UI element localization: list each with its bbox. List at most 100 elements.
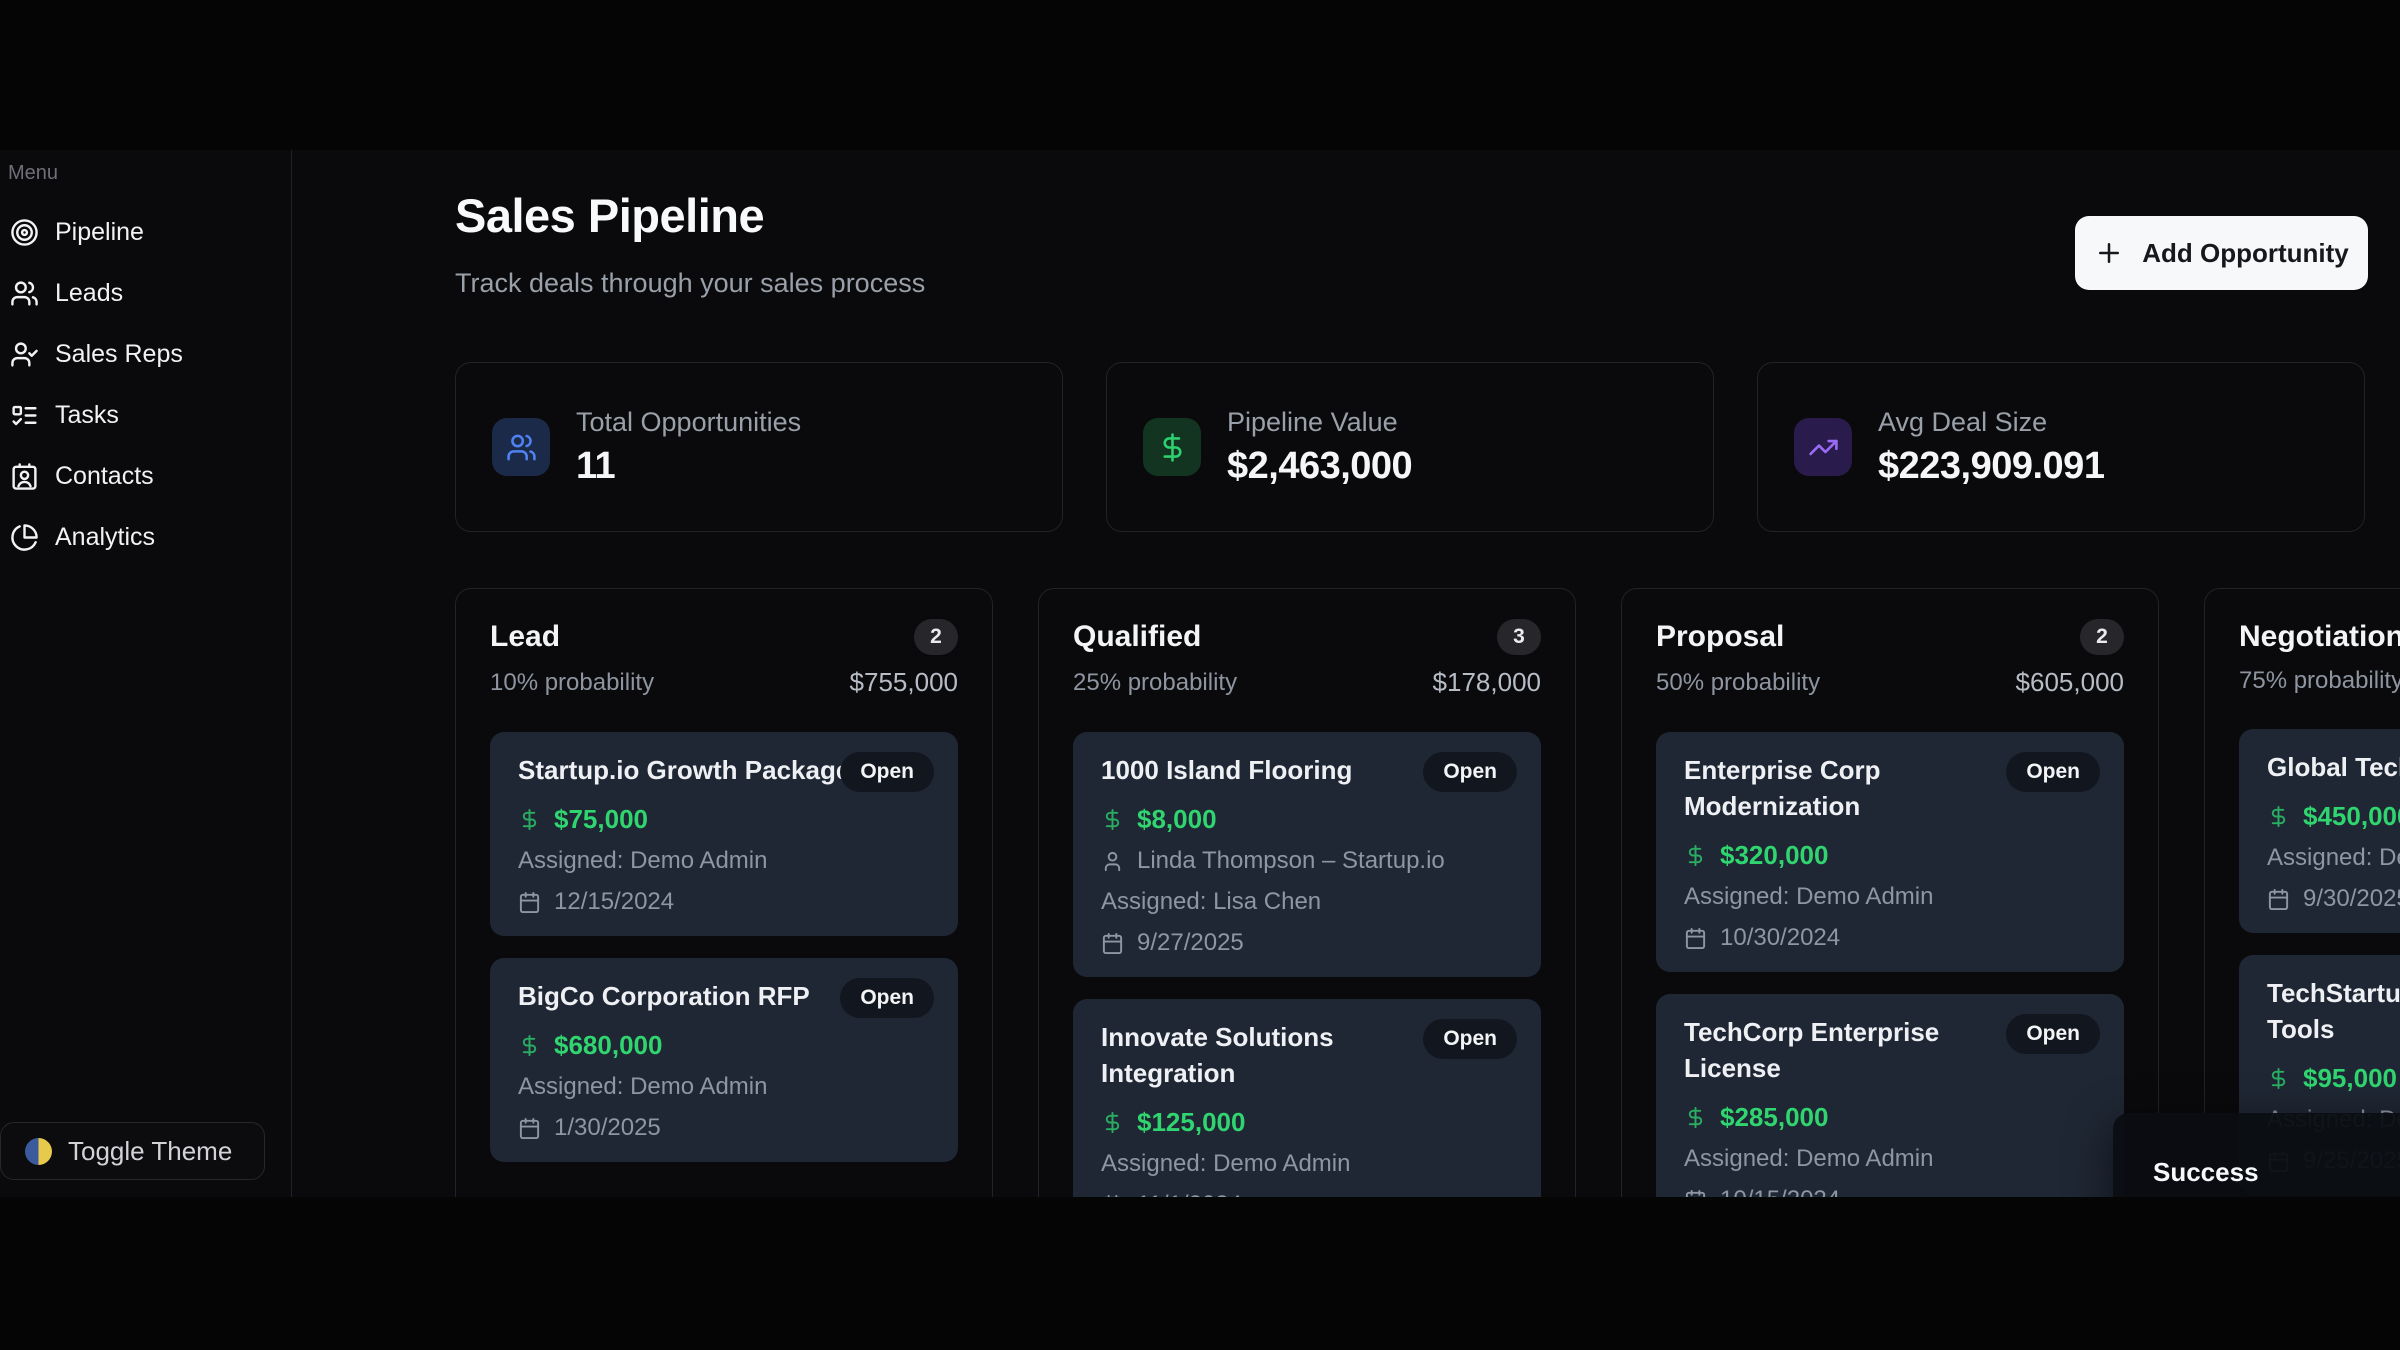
sidebar-item-sales-reps[interactable]: Sales Reps (4, 324, 277, 385)
deal-value: $125,000 (1137, 1107, 1246, 1137)
dollar-sign-icon (2271, 1067, 2286, 1089)
column-total: $755,000 (849, 667, 958, 697)
deal-assigned: Assigned: Demo Admin (2267, 844, 2400, 871)
deal-date: 9/27/2025 (1137, 929, 1244, 956)
deal-value: $450,000 (2303, 801, 2400, 831)
deal-date: 12/15/2024 (554, 888, 675, 915)
calendar-icon (1102, 932, 1123, 954)
page-title: Sales Pipeline (455, 189, 765, 242)
calendar-icon (1685, 927, 1706, 949)
sidebar: Menu Pipeline Leads Sales Reps Tasks Con… (0, 150, 292, 1197)
users-icon (11, 281, 38, 306)
sidebar-item-label: Sales Reps (55, 340, 183, 368)
calendar-icon (519, 1117, 540, 1139)
column-count-badge: 3 (1497, 619, 1541, 655)
stat-value: $2,463,000 (1227, 444, 1413, 487)
deal-assigned: Assigned: Demo Admin (1684, 1145, 1934, 1172)
user-icon (1104, 851, 1121, 871)
sidebar-item-tasks[interactable]: Tasks (4, 385, 277, 446)
success-toast[interactable]: Success (2113, 1113, 2400, 1197)
sidebar-item-pipeline[interactable]: Pipeline (4, 202, 277, 263)
deal-value: $320,000 (1720, 840, 1829, 870)
dollar-sign-icon (522, 1034, 537, 1056)
deal-card[interactable]: Open Innovate Solutions Integration $125… (1073, 999, 1541, 1197)
sidebar-item-label: Leads (55, 279, 124, 307)
status-badge: Open (840, 752, 934, 792)
deal-card[interactable]: Open TechCorp Enterprise License $285,00… (1656, 994, 2124, 1197)
deal-date: 10/30/2024 (1720, 924, 1841, 951)
kanban-board: Lead 2 10% probability $755,000 Open Sta… (455, 588, 2400, 1197)
half-moon-icon (25, 1137, 52, 1165)
deal-card[interactable]: Open Global Tech $450,000 Assigned: Demo… (2239, 729, 2400, 933)
deal-value: $285,000 (1720, 1102, 1829, 1132)
sidebar-item-leads[interactable]: Leads (4, 263, 277, 324)
column-lead: Lead 2 10% probability $755,000 Open Sta… (455, 588, 993, 1197)
deal-title: License (1684, 1053, 1781, 1083)
deal-card[interactable]: Open Enterprise Corp Modernization $320,… (1656, 732, 2124, 972)
stat-card-pipeline-value: Pipeline Value $2,463,000 (1106, 362, 1714, 532)
sidebar-item-label: Analytics (55, 523, 156, 551)
deal-value: $8,000 (1137, 804, 1217, 834)
deal-title: Startup.io Growth Package (518, 755, 851, 785)
deal-value: $680,000 (554, 1030, 663, 1060)
add-opportunity-label: Add Opportunity (2142, 237, 2349, 268)
dollar-sign-icon (1105, 808, 1120, 830)
deal-assigned: Assigned: Demo Admin (1101, 1150, 1351, 1177)
deal-contact: Linda Thompson – Startup.io (1137, 847, 1445, 874)
deal-date: 11/1/2024 (1137, 1191, 1242, 1197)
deal-card[interactable]: Open BigCo Corporation RFP $680,000 Assi… (490, 958, 958, 1162)
toggle-theme-button[interactable]: Toggle Theme (0, 1122, 265, 1180)
add-opportunity-button[interactable]: Add Opportunity (2075, 216, 2368, 290)
column-count-badge: 2 (914, 619, 958, 655)
target-icon (11, 219, 38, 246)
column-proposal: Proposal 2 50% probability $605,000 Open… (1621, 588, 2159, 1197)
deal-assigned: Assigned: Demo Admin (518, 847, 768, 874)
sidebar-item-analytics[interactable]: Analytics (4, 507, 277, 568)
deal-title: TechCorp Enterprise (1684, 1017, 1940, 1047)
column-count-badge: 2 (2080, 619, 2124, 655)
sidebar-item-label: Tasks (55, 401, 119, 429)
stat-card-avg-deal-size: Avg Deal Size $223,909.091 (1757, 362, 2365, 532)
column-total: $178,000 (1432, 667, 1541, 697)
deal-title: Innovate Solutions (1101, 1022, 1334, 1052)
column-negotiation: Negotiation 75% probability Open Global … (2204, 588, 2400, 1197)
status-badge: Open (2006, 752, 2100, 792)
deal-title: Enterprise Corp (1684, 755, 1881, 785)
deal-card[interactable]: Open Startup.io Growth Package $75,000 A… (490, 732, 958, 936)
stat-value: $223,909.091 (1878, 444, 2105, 487)
deal-title: Modernization (1684, 791, 1861, 821)
deal-title: 1000 Island Flooring (1101, 755, 1353, 785)
calendar-icon (2268, 888, 2289, 910)
column-title: Negotiation (2239, 620, 2400, 653)
deal-card[interactable]: Open 1000 Island Flooring $8,000 Linda T… (1073, 732, 1541, 977)
column-probability: 25% probability (1073, 668, 1238, 696)
stats-row: Total Opportunities 11 Pipeline Value $2… (455, 362, 2365, 532)
deal-title: TechStartup (2267, 978, 2400, 1008)
contact-icon (12, 463, 37, 490)
status-badge: Open (1423, 752, 1517, 792)
calendar-icon (519, 891, 540, 913)
dollar-sign-icon (1688, 844, 1703, 866)
dollar-sign-icon (1143, 418, 1201, 476)
deal-title: Global Tech (2267, 752, 2400, 782)
sidebar-item-label: Contacts (55, 462, 154, 490)
trending-up-icon (1794, 418, 1852, 476)
deal-assigned: Assigned: Demo Admin (518, 1073, 768, 1100)
page-subtitle: Track deals through your sales process (455, 268, 926, 298)
users-icon (492, 418, 550, 476)
app-viewport: Menu Pipeline Leads Sales Reps Tasks Con… (0, 150, 2400, 1197)
deal-date: 9/30/2025 (2303, 885, 2400, 912)
stat-label: Avg Deal Size (1878, 406, 2048, 437)
stat-card-total-opportunities: Total Opportunities 11 (455, 362, 1063, 532)
deal-title: Integration (1101, 1058, 1236, 1088)
column-probability: 75% probability (2239, 667, 2400, 694)
stat-label: Pipeline Value (1227, 406, 1398, 437)
column-probability: 50% probability (1656, 668, 1821, 696)
sidebar-item-contacts[interactable]: Contacts (4, 446, 277, 507)
user-check-icon (11, 342, 38, 367)
dollar-sign-icon (2271, 805, 2286, 827)
column-title: Proposal (1656, 620, 1785, 653)
dollar-sign-icon (522, 808, 537, 830)
dollar-sign-icon (1688, 1106, 1703, 1128)
